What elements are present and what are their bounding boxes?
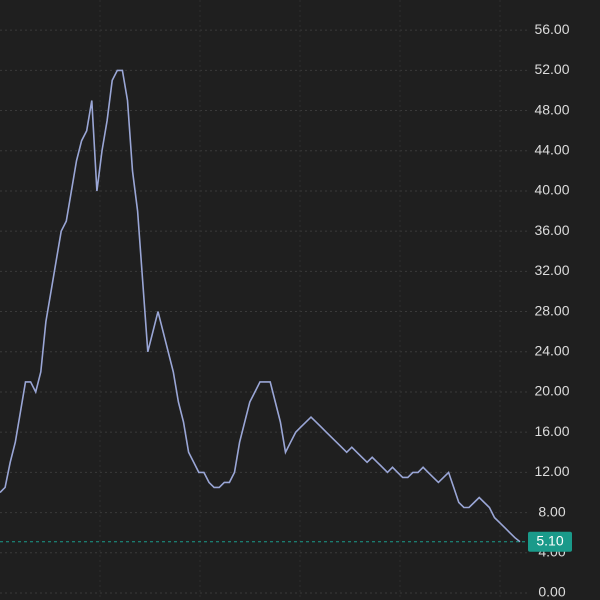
y-tick-label: 32.00 [534,262,569,278]
y-tick-label: 12.00 [534,463,569,479]
y-tick-label: 16.00 [534,423,569,439]
y-tick-label: 44.00 [534,141,569,157]
y-tick-label: 52.00 [534,61,569,77]
y-tick-label: 8.00 [538,503,565,519]
y-tick-label: 48.00 [534,101,569,117]
y-tick-label: 56.00 [534,21,569,37]
last-price-label: 5.10 [536,532,563,548]
y-tick-label: 28.00 [534,302,569,318]
price-line [0,69,521,543]
last-price-box [528,531,572,552]
y-tick-label: 24.00 [534,342,569,358]
y-tick-label: 0.00 [538,584,565,600]
y-tick-label: 20.00 [534,383,569,399]
y-tick-label: 36.00 [534,222,569,238]
y-tick-label: 40.00 [534,182,569,198]
